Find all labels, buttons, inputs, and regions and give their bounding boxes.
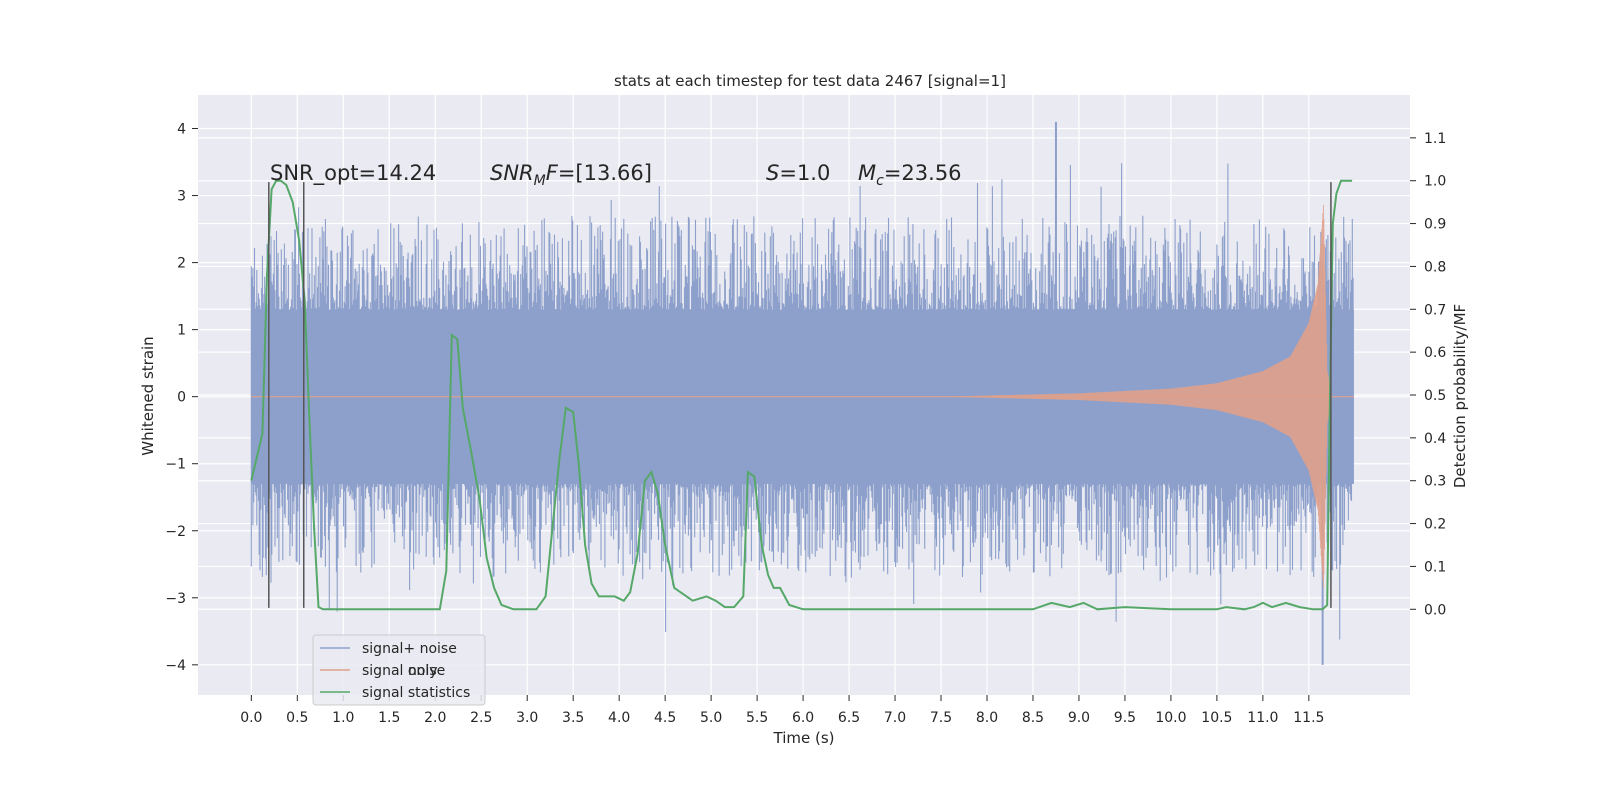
legend-ghost-text: noise — [408, 663, 445, 679]
stat-line — [250, 179, 1353, 611]
y2-tick-label: 0.2 — [1424, 517, 1446, 533]
chart-title: stats at each timestep for test data 246… — [614, 72, 1006, 90]
y-tick-label: −1 — [165, 457, 186, 473]
legend-label-signal: signal only — [362, 663, 437, 679]
series-signal-statistics — [250, 179, 1353, 611]
annotation-snr-mf-sub: M — [534, 173, 546, 189]
y2-axis-ticks: 0.0 0.1 0.2 0.3 0.4 0.5 0.6 0.7 0.8 0.9 1.0 1.1 — [1410, 131, 1446, 618]
x-tick-label: 4.0 — [608, 710, 630, 726]
x-tick-label: 0.5 — [286, 710, 308, 726]
x-tick-label: 10.5 — [1201, 710, 1232, 726]
vertical-markers — [268, 182, 1332, 608]
series-signal-only — [251, 204, 1354, 589]
annotation-mc-italic: M — [858, 161, 876, 185]
annotation-s-italic: S — [766, 161, 779, 185]
y2-tick-label: 1.1 — [1424, 131, 1446, 147]
x-tick-label: 9.5 — [1114, 710, 1136, 726]
y2-tick-label: 0.8 — [1424, 259, 1446, 275]
y-tick-label: 4 — [177, 122, 186, 138]
y2-tick-label: 0.7 — [1424, 302, 1446, 318]
x-tick-label: 2.0 — [424, 710, 446, 726]
x-tick-label: 5.5 — [746, 710, 768, 726]
legend: signal+ noise noise signal only signal s… — [312, 634, 486, 706]
annotation-snr-opt: SNR_opt=14.24 — [270, 161, 436, 186]
y-tick-label: 0 — [177, 390, 186, 406]
y2-tick-label: 0.5 — [1424, 388, 1446, 404]
x-tick-label: 3.5 — [562, 710, 584, 726]
y2-tick-label: 0.6 — [1424, 345, 1446, 361]
x-tick-label: 10.0 — [1155, 710, 1186, 726]
x-tick-label: 7.0 — [884, 710, 906, 726]
y-axis-label: Whitened strain — [139, 336, 157, 455]
legend-box — [312, 634, 486, 706]
annotation-snr-mf: SNRMF=[13.66] — [490, 161, 652, 189]
annotation-s: S=1.0 — [766, 161, 830, 185]
annotation-s-rest: =1.0 — [779, 161, 830, 185]
y2-tick-label: 0.9 — [1424, 217, 1446, 233]
x-tick-label: 11.5 — [1293, 710, 1324, 726]
annotation-mc-sub: c — [876, 173, 884, 189]
x-tick-label: 7.5 — [930, 710, 952, 726]
y2-tick-label: 0.1 — [1424, 559, 1446, 575]
legend-label-stat: signal statistics — [362, 685, 470, 701]
annotation-snr-mf-italic: SNR — [490, 161, 534, 185]
x-axis-ticks: 0.0 0.5 1.0 1.5 2.0 2.5 3.0 3.5 4.0 4.5 5.0 5.5 6.0 6… — [240, 695, 1324, 726]
annotation-snr-mf-italic2: F — [546, 161, 559, 185]
y2-tick-label: 1.0 — [1424, 174, 1446, 190]
legend-label-noise: signal+ noise — [362, 641, 457, 657]
y2-tick-label: 0.0 — [1424, 602, 1446, 618]
x-tick-label: 8.5 — [1022, 710, 1044, 726]
y-tick-label: −4 — [165, 658, 186, 674]
y-tick-label: 2 — [177, 256, 186, 272]
y-tick-label: −3 — [165, 591, 186, 607]
x-tick-label: 1.5 — [378, 710, 400, 726]
x-tick-label: 3.0 — [516, 710, 538, 726]
x-tick-label: 8.0 — [976, 710, 998, 726]
y2-tick-label: 0.4 — [1424, 431, 1446, 447]
annotation-snr-mf-rest: =[13.66] — [558, 161, 652, 185]
x-tick-label: 4.5 — [654, 710, 676, 726]
x-tick-label: 1.0 — [332, 710, 354, 726]
y2-tick-label: 0.3 — [1424, 474, 1446, 490]
x-tick-label: 6.0 — [792, 710, 814, 726]
x-tick-label: 5.0 — [700, 710, 722, 726]
x-tick-label: 0.0 — [240, 710, 262, 726]
x-tick-label: 11.0 — [1247, 710, 1278, 726]
x-tick-label: 6.5 — [838, 710, 860, 726]
y2-axis-label: Detection probability/MF — [1451, 304, 1469, 488]
x-axis-label: Time (s) — [773, 729, 835, 747]
y-axis-ticks: −4 −3 −2 −1 0 1 2 3 4 — [165, 122, 198, 674]
y-tick-label: −2 — [165, 524, 186, 540]
annotation-mc: Mc=23.56 — [858, 161, 962, 189]
x-tick-label: 9.0 — [1068, 710, 1090, 726]
y-tick-label: 1 — [177, 323, 186, 339]
x-tick-label: 2.5 — [470, 710, 492, 726]
annotation-mc-rest: =23.56 — [884, 161, 962, 185]
y-tick-label: 3 — [177, 189, 186, 205]
